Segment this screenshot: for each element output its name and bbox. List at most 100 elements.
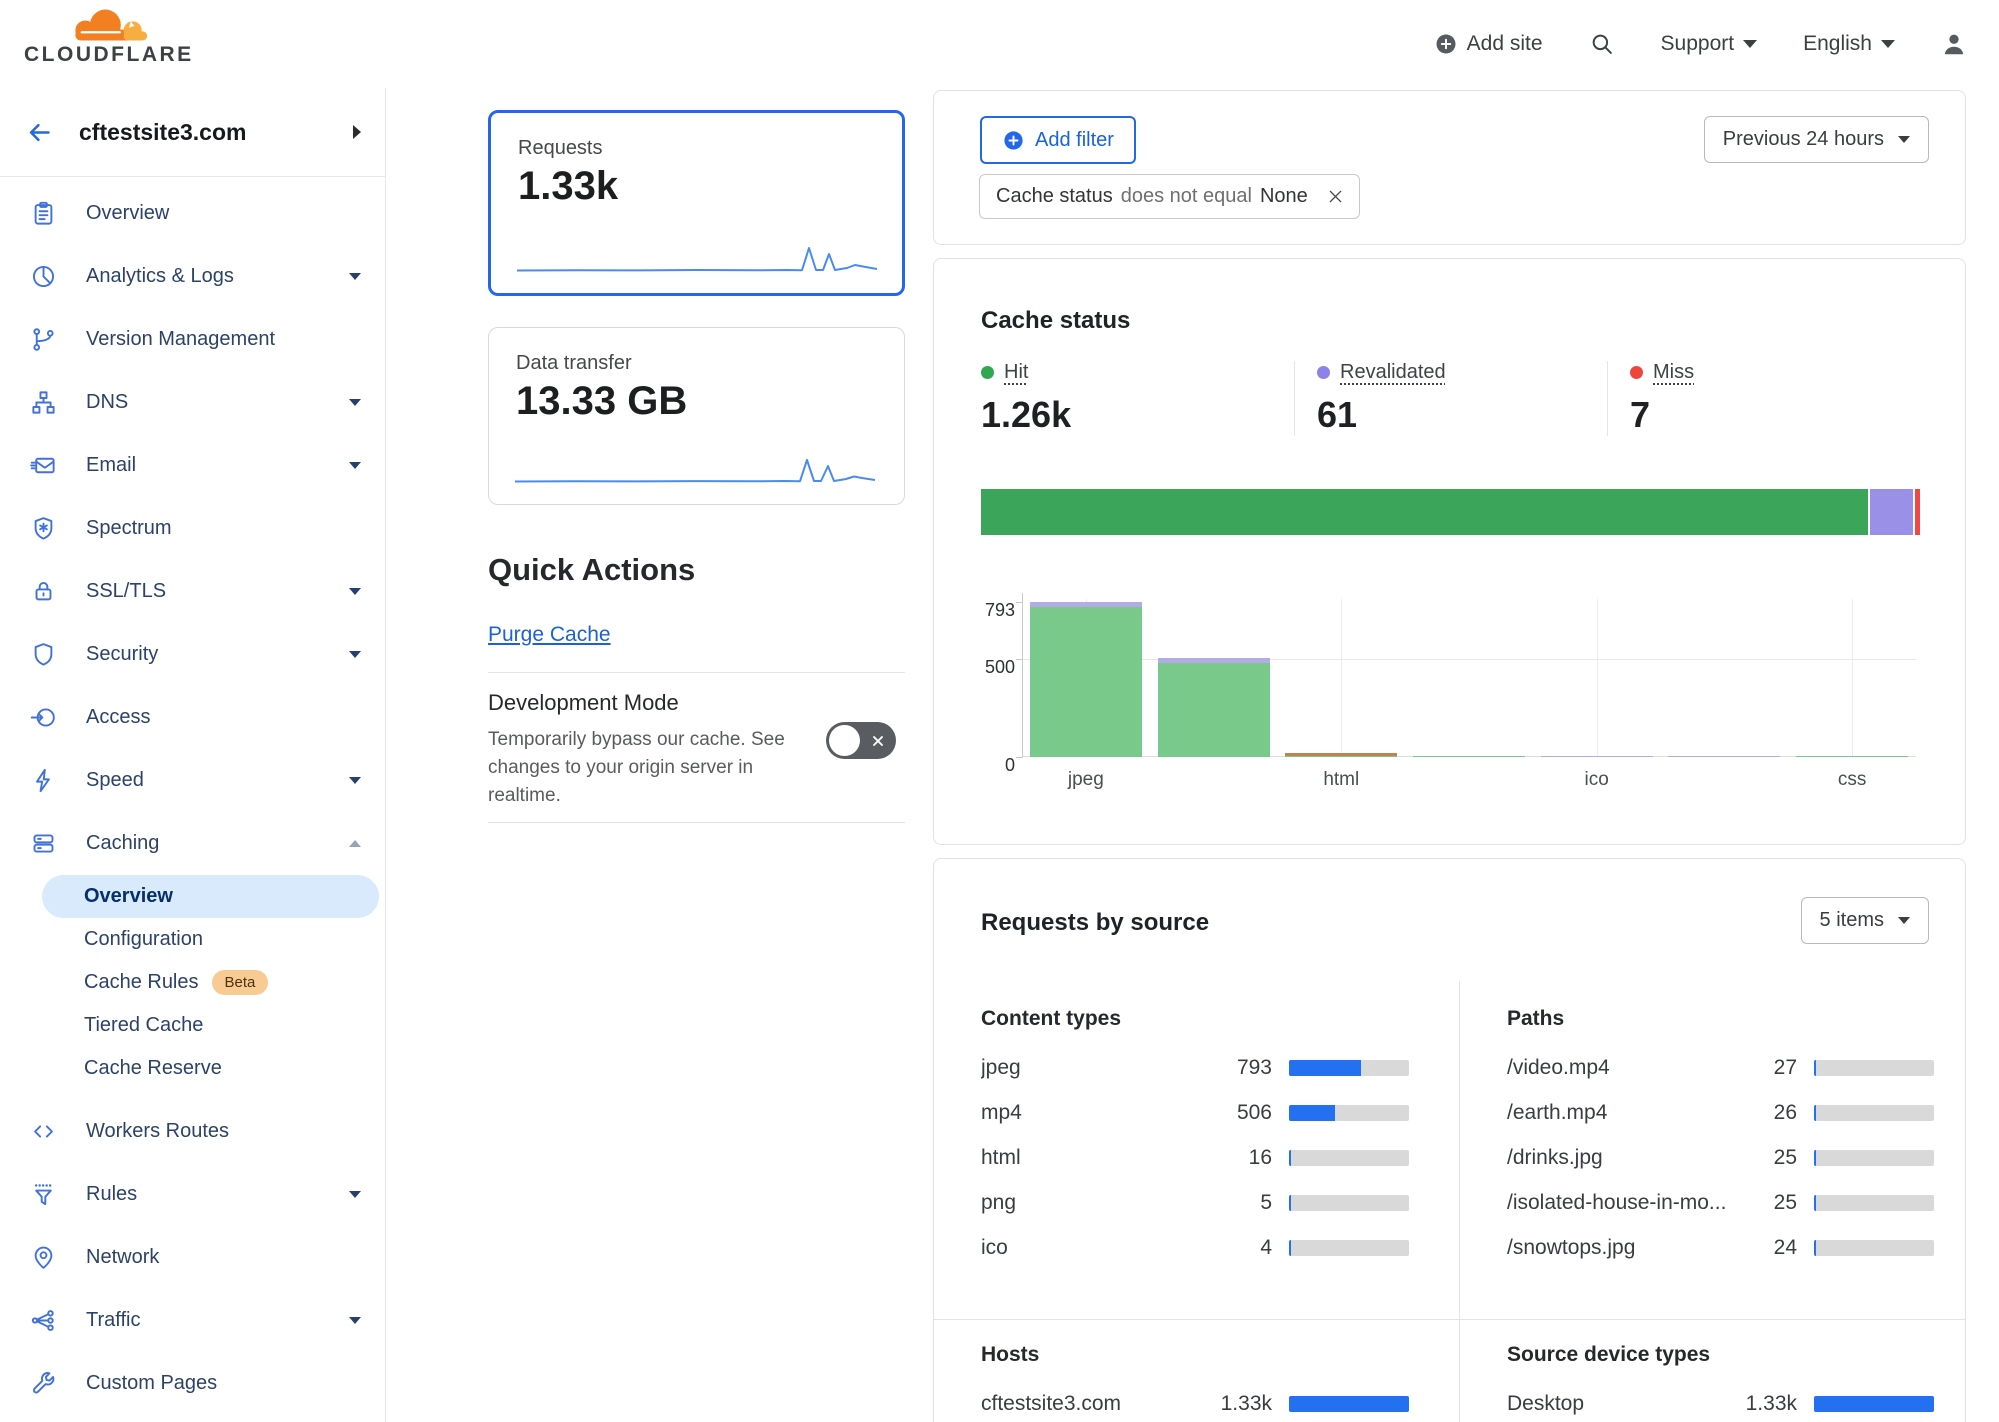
table-row[interactable]: cftestsite3.com 1.33k [981, 1381, 1409, 1422]
add-site-button[interactable]: Add site [1434, 32, 1543, 56]
table-row[interactable]: html 16 [981, 1135, 1409, 1180]
sidebar-subitem-cache-rules[interactable]: Cache Rules Beta [42, 961, 379, 1004]
x-tick-label: css [1837, 769, 1867, 790]
sidebar-subitem-cache-reserve[interactable]: Cache Reserve [42, 1047, 379, 1090]
table-row[interactable]: /snowtops.jpg 24 [1507, 1225, 1934, 1270]
git-branch-icon [30, 326, 57, 353]
sidebar-item-label: SSL/TLS [86, 580, 167, 602]
bar-segment-revalidated [1157, 658, 1270, 664]
sidebar-item-version-management[interactable]: Version Management [0, 308, 385, 371]
sidebar-item-label: Network [86, 1246, 160, 1268]
legend-dot [1630, 366, 1643, 379]
table-row[interactable]: mp4 506 [981, 1090, 1409, 1135]
sidebar-item-custom-pages[interactable]: Custom Pages [0, 1352, 385, 1415]
language-menu[interactable]: English [1803, 32, 1895, 56]
cloudflare-logo[interactable]: CLOUDFLARE [24, 5, 194, 67]
bar-css[interactable] [1796, 755, 1909, 757]
sidebar-item-security[interactable]: Security [0, 623, 385, 686]
back-arrow-icon[interactable] [26, 119, 53, 146]
requests-sparkline [517, 247, 877, 272]
server-stack-icon [30, 830, 57, 857]
bar-other[interactable] [1668, 755, 1781, 757]
table-row[interactable]: jpeg 793 [981, 1045, 1409, 1090]
sidebar-item-ssl-tls[interactable]: SSL/TLS [0, 560, 385, 623]
table-row[interactable]: Desktop 1.33k [1507, 1381, 1934, 1422]
remove-filter-button[interactable] [1326, 187, 1345, 206]
content-types-table: Content types jpeg 793 mp4 506 html 16 png 5 ico 4 [981, 1007, 1409, 1270]
paths-table: Paths/video.mp4 27/earth.mp4 26/drinks.jpg… [1507, 1007, 1934, 1270]
sidebar-subitem-tiered-cache[interactable]: Tiered Cache [42, 1004, 379, 1047]
sidebar-item-spectrum[interactable]: Spectrum [0, 497, 385, 560]
sidebar-subitem-configuration[interactable]: Configuration [42, 918, 379, 961]
sidebar-item-traffic[interactable]: Traffic [0, 1289, 385, 1352]
account-button[interactable] [1941, 31, 1967, 57]
bar-ico[interactable] [1540, 755, 1653, 757]
table-row[interactable]: ico 4 [981, 1225, 1409, 1270]
items-count-dropdown[interactable]: 5 items [1800, 897, 1929, 944]
row-bar-fill [1814, 1194, 1817, 1211]
cache-status-chart: 0 500 793 jpeg html ico css [981, 591, 1920, 811]
support-menu[interactable]: Support [1661, 32, 1758, 56]
sidebar-subitem-overview[interactable]: Overview [42, 875, 379, 918]
gridline-vertical [1852, 599, 1854, 757]
data-transfer-card[interactable]: Data transfer 13.33 GB [488, 327, 905, 505]
bar-png[interactable] [1413, 755, 1525, 757]
development-mode-toggle[interactable] [826, 722, 896, 759]
sidebar-item-analytics-logs[interactable]: Analytics & Logs [0, 245, 385, 308]
row-bar-fill [1289, 1104, 1335, 1121]
stat-label[interactable]: Miss [1653, 361, 1695, 383]
map-pin-icon [30, 1244, 57, 1271]
sidebar-item-email[interactable]: Email [0, 434, 385, 497]
wrench-icon [30, 1370, 57, 1397]
time-range-dropdown[interactable]: Previous 24 hours [1703, 116, 1929, 163]
toggle-off-x-icon [873, 736, 883, 746]
share-nodes-icon [30, 1307, 57, 1334]
stat-label[interactable]: Hit [1004, 361, 1029, 383]
cache-status-card: Cache status Hit 1.26k Revalidated 61 Miss 7 … [933, 258, 1966, 845]
sidebar-item-rules[interactable]: Rules [0, 1163, 385, 1226]
table-row[interactable]: /earth.mp4 26 [1507, 1090, 1934, 1135]
filter-operator: does not equal [1120, 185, 1252, 207]
bar-mp4[interactable] [1157, 658, 1270, 757]
code-brackets-icon [30, 1118, 57, 1145]
sidebar-item-speed[interactable]: Speed [0, 749, 385, 812]
sidebar-item-dns[interactable]: DNS [0, 371, 385, 434]
chart-plot-area: 0 500 793 [985, 593, 1916, 775]
filter-chip[interactable]: Cache status does not equal None [979, 174, 1360, 219]
bar-segment-revalidated [1029, 602, 1142, 607]
sidebar-item-overview[interactable]: Overview [0, 182, 385, 245]
sidebar-item-label: Version Management [86, 328, 276, 350]
row-bar-fill [1814, 1104, 1817, 1121]
stat-label[interactable]: Revalidated [1340, 361, 1446, 383]
close-icon [1329, 190, 1342, 203]
search-button[interactable] [1589, 31, 1615, 57]
table-title: Hosts [981, 1343, 1040, 1366]
row-value: 4 [1260, 1235, 1272, 1259]
table-row[interactable]: /isolated-house-in-mo... 25 [1507, 1180, 1934, 1225]
sidebar-item-label: Email [86, 454, 137, 476]
table-rows: Desktop 1.33k [1507, 1381, 1934, 1422]
table-row[interactable]: /video.mp4 27 [1507, 1045, 1934, 1090]
sidebar-item-workers-routes[interactable]: Workers Routes [0, 1100, 385, 1163]
sidebar-item-caching[interactable]: Caching [0, 812, 385, 875]
bar-jpeg[interactable] [1029, 602, 1142, 757]
sidebar-item-access[interactable]: Access [0, 686, 385, 749]
beta-badge: Beta [211, 970, 269, 995]
sidebar-item-label: Caching [86, 832, 160, 854]
filters-card: Add filter Cache status does not equal N… [933, 90, 1966, 245]
divider [488, 822, 905, 823]
chevron-right-icon[interactable] [353, 125, 361, 139]
purge-cache-link[interactable]: Purge Cache [488, 623, 611, 646]
row-bar-track [1814, 1149, 1934, 1166]
row-value: 1.33k [1745, 1391, 1797, 1415]
sidebar-item-network[interactable]: Network [0, 1226, 385, 1289]
sidebar-subitem-label: Configuration [84, 928, 203, 950]
bar-html[interactable] [1285, 752, 1398, 757]
row-bar-fill [1814, 1239, 1817, 1256]
table-row[interactable]: /drinks.jpg 25 [1507, 1135, 1934, 1180]
sidebar-subnav-caching: Overview Configuration Cache Rules Beta Tier… [0, 875, 385, 1090]
requests-card[interactable]: Requests 1.33k [488, 110, 905, 296]
table-row[interactable]: png 5 [981, 1180, 1409, 1225]
add-filter-button[interactable]: Add filter [980, 116, 1136, 164]
row-value: 24 [1773, 1235, 1797, 1259]
